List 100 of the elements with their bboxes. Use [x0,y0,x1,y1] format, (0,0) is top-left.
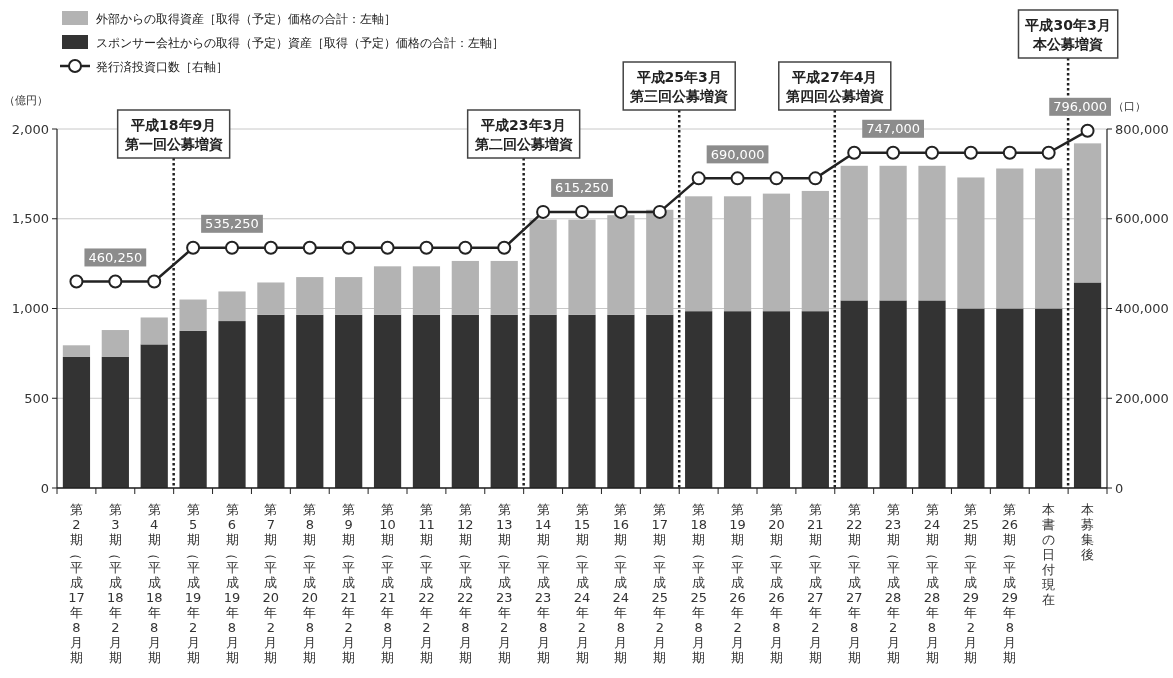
y2-tick-label: 200,000 [1115,390,1169,406]
bar [296,314,324,488]
category-label: 第13期（平成23年2月期 [495,502,513,665]
bar [218,291,246,322]
bar [801,311,829,488]
bar [529,314,557,488]
category-label: 第5期（平成19年2月期 [184,502,202,665]
bar [218,321,246,488]
y-axis-title: （億円） [4,94,48,107]
data-label: 615,250 [555,180,609,196]
point [691,171,706,186]
category-label: 第24期（平成28年8月期 [923,502,941,665]
y2-axis-title: （口） [1113,100,1146,113]
bar [140,344,168,488]
bar [335,277,363,315]
bar [1035,168,1063,309]
bar [412,314,441,488]
bar [179,330,207,488]
category-label: 第26期（平成29年8月期 [1001,502,1019,665]
point [769,171,784,186]
point [341,240,356,255]
category-label: 第19期（平成26年2月期 [729,502,746,665]
bar [879,300,907,488]
category-label: 第14期（平成23年8月期 [534,502,552,665]
category-label: 第3期（平成18年2月期 [107,502,124,665]
y-tick-label: 1,000 [11,301,49,316]
point [1041,145,1056,160]
point [225,240,239,255]
bar [529,219,557,315]
bar [996,308,1024,488]
bar [62,345,91,357]
category-label: 第6期（平成19年8月期 [223,502,241,665]
point [886,145,901,160]
bar [412,266,441,315]
point [1080,123,1095,138]
category-label: 第25期（平成29年2月期 [962,502,980,665]
annotation: 平成27年4月第四回公募増資 [785,69,884,104]
point [808,171,823,186]
category-label: 第10期（平成21年8月期 [379,502,396,665]
y-tick-label: 0 [40,480,49,496]
bar [296,277,324,315]
data-label: 747,000 [866,121,920,137]
bar [957,308,985,488]
bar [335,314,363,488]
bar [101,330,129,357]
y-tick-label: 1,500 [11,211,49,227]
category-label: 第17期（平成25年2月期 [651,502,669,665]
category-label: 第18期（平成25年8月期 [690,502,707,665]
annotation: 平成25年3月第三回公募増資 [630,69,729,104]
point [380,240,395,255]
y2-tick-label: 0 [1115,480,1124,496]
bar [723,311,752,488]
x-tick-label: 本書の日付現在 [1041,502,1057,607]
point [263,240,278,255]
bar [490,260,518,315]
category-label: 第4期（平成18年8月期 [145,502,163,665]
point [186,240,201,255]
bar [568,314,596,488]
y2-tick-label: 600,000 [1115,211,1169,227]
y-tick-label: 500 [24,390,49,406]
bar [879,165,907,301]
category-label: 第21期（平成27年2月期 [807,502,824,665]
bar [918,300,946,488]
bar [996,168,1024,309]
point [458,240,473,255]
point [1002,145,1017,160]
point [497,240,512,255]
point [419,240,434,255]
point [613,204,628,219]
category-label: 第15期（平成24年2月期 [573,502,591,665]
point [575,204,589,219]
category-label: 第7期（平成20年2月期 [262,502,280,665]
data-label: 460,250 [88,249,143,265]
point [963,145,978,160]
bar [957,177,985,309]
bar [1073,143,1102,283]
category-label: 第11期（平成22年2月期 [418,502,435,665]
legend-label: 発行済投資口数［右軸］ [96,60,228,74]
data-label: 796,000 [1053,99,1107,115]
bar [373,266,402,315]
point [69,274,84,289]
bar [646,209,674,315]
y2-tick-label: 400,000 [1115,301,1169,316]
point [302,240,317,255]
category-label: 第16期（平成24年8月期 [612,502,630,665]
category-label: 第20期（平成26年8月期 [768,502,785,665]
bar [451,314,479,488]
point [925,145,939,160]
bar [685,196,713,312]
bar [646,314,674,488]
bar [685,311,713,488]
bar [140,317,168,345]
category-label: 第23期（平成28年2月期 [884,502,902,665]
category-label: 第2期（平成17年8月期 [68,502,85,665]
annotation: 平成23年3月第二回公募増資 [474,117,573,152]
bar [840,165,868,301]
y-tick-label: 2,000 [11,121,49,137]
bar [918,165,946,301]
legend-label: スポンサー会社からの取得（予定）資産［取得（予定）価格の合計：左軸］ [96,36,504,50]
point [147,274,162,289]
